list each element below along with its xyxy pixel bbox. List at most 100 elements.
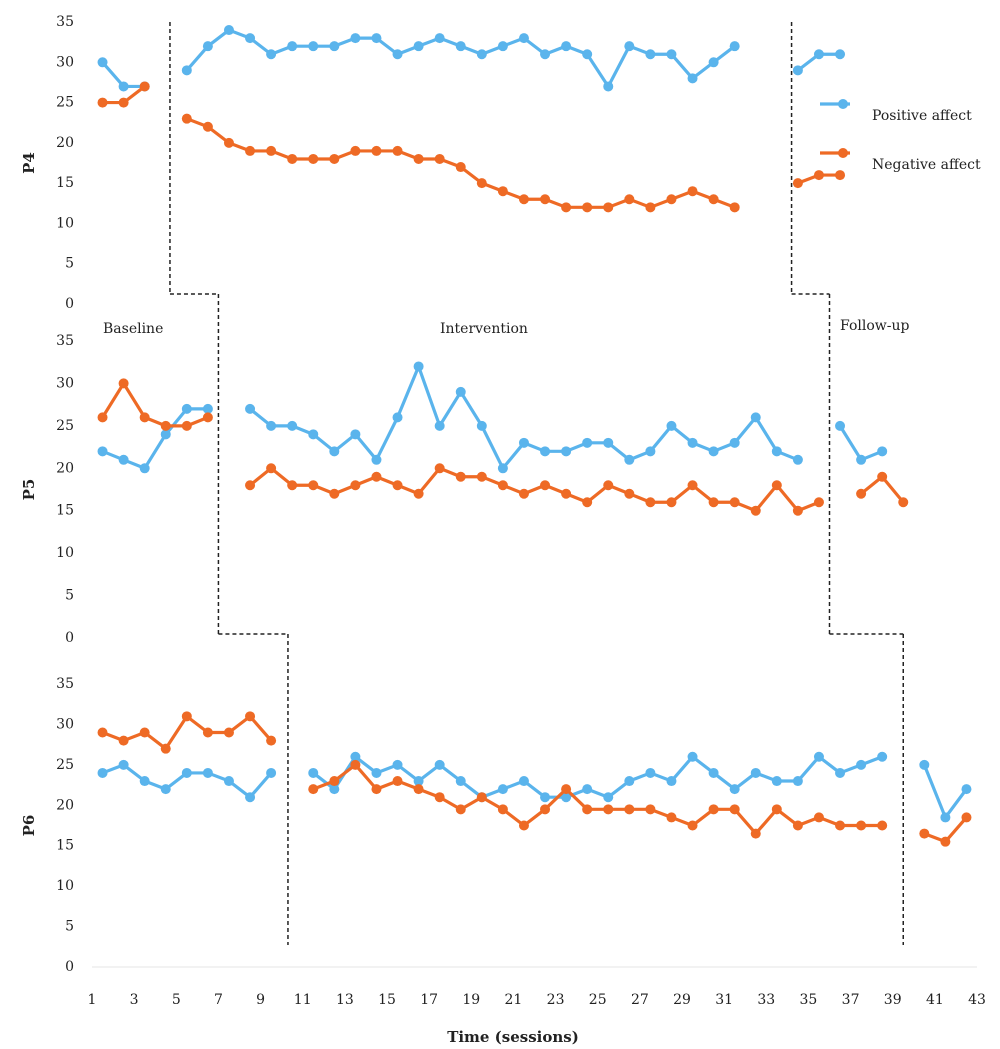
series-point: [582, 437, 593, 448]
series-point: [813, 49, 824, 60]
series-point: [518, 33, 529, 44]
series-point: [919, 828, 930, 839]
series-point: [434, 759, 445, 770]
series-point: [118, 759, 129, 770]
y-axis-label: P6: [20, 815, 38, 837]
series-point: [603, 202, 614, 213]
y-tick-label: 0: [65, 296, 74, 312]
series-point: [856, 454, 867, 465]
series-point: [434, 153, 445, 164]
series-point: [118, 378, 129, 389]
series-point: [540, 480, 551, 491]
y-axis-label: P5: [20, 479, 38, 501]
series-line: [101, 755, 968, 820]
phase-label: Follow-up: [840, 318, 909, 334]
series-point: [97, 446, 108, 457]
series-point: [308, 480, 319, 491]
x-tick-label: 15: [378, 992, 396, 1008]
series-point: [329, 784, 340, 795]
series-point: [497, 186, 508, 197]
series-point: [687, 186, 698, 197]
series-point: [97, 412, 108, 423]
series-point: [245, 145, 256, 156]
series-point: [835, 170, 846, 181]
series-point: [687, 437, 698, 448]
series-point: [476, 471, 487, 482]
series-point: [540, 49, 551, 60]
series-point: [160, 429, 171, 440]
series-point: [97, 57, 108, 68]
x-tick-label: 1: [88, 992, 97, 1008]
series-point: [350, 759, 361, 770]
series-point: [518, 776, 529, 787]
series-point: [266, 767, 277, 778]
series-point: [645, 804, 656, 815]
series-point: [666, 49, 677, 60]
series-point: [139, 727, 150, 738]
series-point: [287, 420, 298, 431]
series-point: [266, 49, 277, 60]
x-tick-label: 17: [420, 992, 438, 1008]
series-point: [540, 446, 551, 457]
series-point: [181, 420, 192, 431]
series-point: [308, 784, 319, 795]
series-point: [139, 776, 150, 787]
series-point: [392, 412, 403, 423]
series-point: [329, 776, 340, 787]
x-tick-label: 33: [757, 992, 775, 1008]
series-point: [118, 735, 129, 746]
series-point: [202, 412, 213, 423]
series-point: [792, 454, 803, 465]
series-point: [666, 812, 677, 823]
series-point: [371, 145, 382, 156]
x-tick-label: 27: [631, 992, 649, 1008]
series-point: [350, 145, 361, 156]
series-point: [97, 727, 108, 738]
x-axis-label: Time (sessions): [447, 1028, 579, 1046]
series-point: [413, 776, 424, 787]
x-tick-label: 31: [715, 992, 733, 1008]
series-point: [750, 828, 761, 839]
series-point: [877, 820, 888, 831]
series-point: [813, 812, 824, 823]
series-point: [497, 41, 508, 52]
series-point: [687, 73, 698, 84]
series-point: [245, 403, 256, 414]
series-point: [624, 804, 635, 815]
series-point: [518, 820, 529, 831]
series-point: [582, 497, 593, 508]
legend-marker: [838, 99, 848, 109]
y-tick-label: 25: [56, 95, 74, 111]
series-point: [497, 463, 508, 474]
series-point: [813, 170, 824, 181]
series-point: [97, 97, 108, 108]
series-point: [160, 420, 171, 431]
series-point: [350, 33, 361, 44]
series-point: [434, 463, 445, 474]
series-point: [561, 488, 572, 499]
series-point: [856, 759, 867, 770]
series-point: [792, 178, 803, 189]
series-point: [856, 488, 867, 499]
series-point: [202, 403, 213, 414]
series-point: [961, 812, 972, 823]
series-point: [497, 804, 508, 815]
series-point: [708, 804, 719, 815]
series-point: [476, 420, 487, 431]
series-point: [961, 784, 972, 795]
series-point: [666, 420, 677, 431]
series-point: [97, 767, 108, 778]
series-point: [413, 784, 424, 795]
series-point: [497, 480, 508, 491]
series-point: [266, 735, 277, 746]
series-line: [102, 85, 841, 209]
series-point: [371, 454, 382, 465]
series-point: [434, 792, 445, 803]
x-tick-label: 5: [172, 992, 181, 1008]
series-point: [624, 454, 635, 465]
series-point: [329, 488, 340, 499]
series-point: [603, 480, 614, 491]
series-point: [223, 25, 234, 36]
